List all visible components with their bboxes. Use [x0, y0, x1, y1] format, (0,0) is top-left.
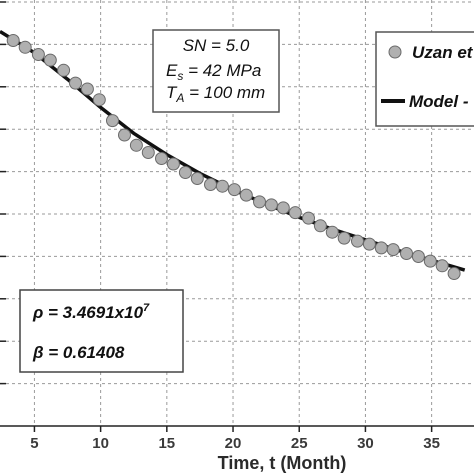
x-tick-label: 25	[291, 435, 308, 452]
observed-series	[6, 34, 461, 280]
axes	[0, 1, 474, 432]
param-ta: TA = 100 mm	[166, 83, 265, 105]
rho-value: ρ = 3.4691x107	[32, 302, 150, 322]
data-point	[227, 183, 241, 197]
data-point	[166, 157, 180, 171]
data-point	[423, 254, 437, 268]
data-point	[447, 267, 461, 280]
data-point	[178, 166, 192, 179]
data-point	[400, 247, 413, 260]
data-point	[435, 259, 449, 273]
data-point	[155, 152, 168, 165]
data-point	[239, 188, 253, 202]
data-point	[253, 195, 266, 209]
data-point	[386, 243, 400, 257]
data-point	[351, 234, 364, 248]
data-point	[43, 53, 57, 67]
x-tick-label: 10	[92, 435, 109, 452]
data-point	[337, 231, 351, 245]
data-point	[57, 63, 71, 77]
x-tick-label: 5	[30, 435, 38, 452]
data-point	[92, 93, 106, 107]
data-point	[411, 250, 425, 263]
data-point	[313, 219, 327, 233]
data-point	[204, 178, 217, 191]
x-tick-label: 30	[357, 435, 374, 452]
data-point	[80, 82, 94, 96]
x-tick-label: 35	[423, 435, 440, 452]
data-point	[18, 40, 32, 54]
data-point	[276, 201, 290, 215]
data-point	[374, 241, 388, 255]
x-tick-label: 15	[158, 435, 175, 452]
beta-value: β = 0.61408	[32, 343, 125, 362]
fit-parameters-box: ρ = 3.4691x107 β = 0.61408	[19, 289, 184, 373]
data-point	[362, 237, 376, 251]
data-point	[31, 48, 45, 61]
parameters-box: SN = 5.0 Es = 42 MPa TA = 100 mm	[152, 29, 280, 113]
data-point	[264, 198, 278, 212]
data-point	[288, 206, 302, 220]
data-point	[325, 225, 339, 239]
x-tick-labels: 5 10 15 20 25 30 35	[30, 435, 440, 452]
legend-frame	[375, 31, 474, 127]
x-axis-title: Time, t (Month)	[218, 453, 347, 473]
legend: Uzan et Model -	[375, 31, 474, 127]
data-point	[215, 179, 229, 193]
param-sn: SN = 5.0	[183, 36, 250, 55]
legend-marker-observed	[388, 45, 402, 59]
legend-label-model: Model -	[409, 92, 469, 111]
fit-box-frame	[19, 289, 184, 373]
data-point	[106, 114, 119, 128]
data-point	[6, 34, 20, 47]
x-tick-label: 20	[225, 435, 242, 452]
legend-label-observed: Uzan et	[412, 43, 474, 62]
parameters-box-frame	[152, 29, 280, 113]
data-point	[69, 76, 82, 90]
param-es: Es = 42 MPa	[166, 61, 261, 83]
data-point	[118, 128, 131, 142]
data-point	[141, 146, 155, 159]
data-point	[190, 172, 204, 185]
data-point	[302, 211, 315, 225]
data-point	[129, 138, 143, 152]
